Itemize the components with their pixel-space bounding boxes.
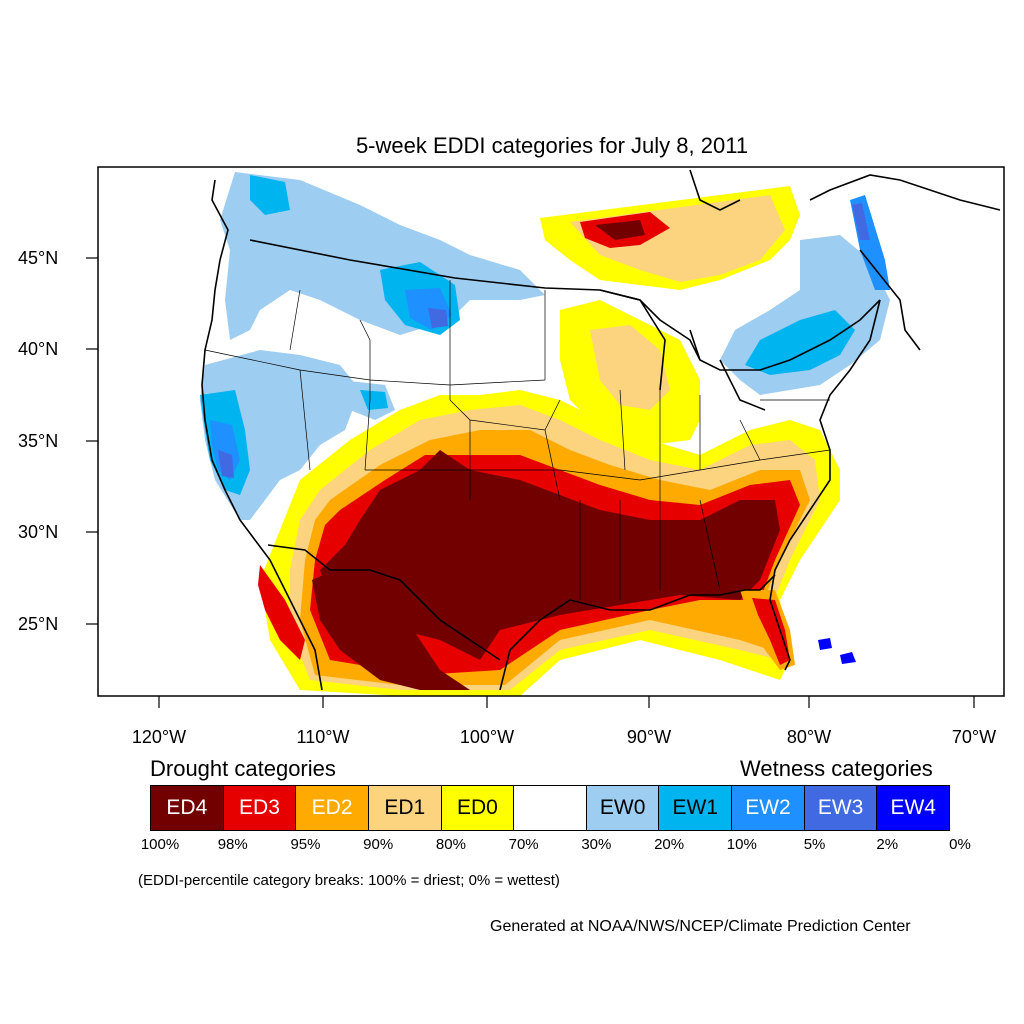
legend-cell-ed1: ED1 [368,786,442,830]
legend-break-label: 2% [876,836,899,853]
dry-area-canada-ed4 [595,220,645,240]
legend-break-label: 90% [363,836,394,853]
wet-area-bahamas [818,638,856,664]
lon-label-90: 90°W [626,727,672,747]
lon-label-70: 70°W [951,727,997,747]
legend-note: (EDDI-percentile category breaks: 100% =… [138,872,560,889]
dry-area-south-ed4 [320,450,780,660]
wet-area-california-core [218,450,234,478]
credit-line: Generated at NOAA/NWS/NCEP/Climate Predi… [490,918,911,935]
legend-cell-ew2: EW2 [732,786,805,830]
wetness-heading: Wetness categories [740,756,933,781]
lat-label-25: 25°N [18,614,59,634]
legend-cell-ed0: ED0 [441,786,515,830]
dry-area-midwest-ed1 [590,325,670,410]
wet-area-utah-strong [360,390,388,410]
us-west-coast [201,179,323,691]
map-frame [97,166,1005,697]
wet-area-northeast-strong [745,310,855,375]
lon-label-110: 110°W [296,727,350,747]
lon-label-100: 100°W [459,727,515,747]
us-east-coast [719,299,881,671]
wet-area-maine-core [852,203,870,240]
legend-colorbar: ED4 ED3 ED2 ED1 ED0 EW0 EW1 EW2 EW3 EW4 [150,785,950,831]
canada-east [809,174,1001,351]
drought-heading: Drought categories [150,756,336,781]
legend-cell-ed2: ED2 [296,786,369,830]
state-borders [204,280,831,600]
legend-cell-ew0: EW0 [586,786,660,830]
dry-area-baja [258,565,305,660]
legend-cell-neutral [514,786,587,830]
great-lakes [599,289,881,411]
lat-label-35: 35°N [18,431,59,451]
coastlines [201,169,1001,691]
legend-break-label: 70% [508,836,539,853]
wet-area-northwest-strong [250,175,290,215]
lon-label-120: 120°W [131,727,187,747]
legend-break-label: 0% [949,836,971,853]
legend-cell-ed3: ED3 [223,786,297,830]
legend-break-label: 10% [726,836,757,853]
legend-break-label: 5% [803,836,826,853]
legend-break-label: 30% [581,836,612,853]
legend-cell-ed4: ED4 [151,786,224,830]
legend-cell-ew4: EW4 [877,786,950,830]
legend-break-label: 98% [217,836,248,853]
lat-label-30: 30°N [18,522,59,542]
legend-break-label: 100% [140,836,180,853]
map-title: 5-week EDDI categories for July 8, 2011 [355,133,749,158]
legend-break-label: 80% [435,836,466,853]
dry-area-florida-ed3 [752,598,790,665]
lon-label-80: 80°W [786,727,832,747]
axis-ticks [86,257,975,708]
gulf-coast [499,594,720,691]
lat-label-40: 40°N [18,339,59,359]
lat-label-45: 45°N [18,248,59,268]
wet-area-montana-core [428,308,448,328]
legend-cell-ew1: EW1 [659,786,733,830]
hudson-shore [689,169,741,211]
legend-cell-ew3: EW3 [804,786,878,830]
legend-break-label: 95% [290,836,321,853]
legend-break-label: 20% [654,836,685,853]
mexico-border [267,544,501,661]
dry-area-southwest-ed4 [312,565,470,690]
wet-area-northwest [220,172,545,340]
